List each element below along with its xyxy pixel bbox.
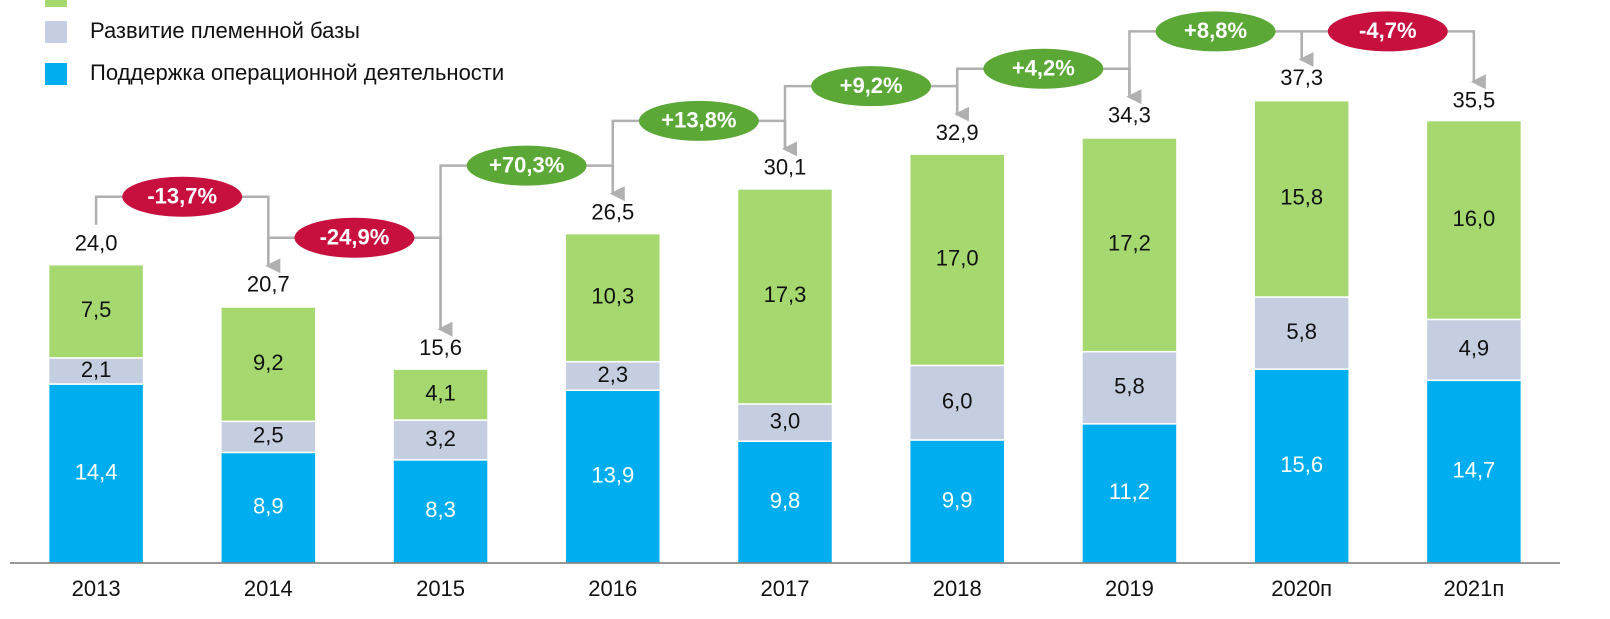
bar-segment [908, 364, 1006, 441]
x-tick-label: 2017 [761, 576, 810, 601]
bar-segment [220, 451, 317, 564]
value-label: 17,0 [936, 246, 979, 271]
change-label: +13,8% [661, 108, 736, 133]
value-label: 14,4 [75, 459, 118, 484]
bar-segment [1253, 296, 1350, 370]
bar-segment [392, 419, 489, 461]
bar-segment [908, 153, 1006, 367]
x-tick-label: 2013 [72, 576, 121, 601]
change-badge [983, 48, 1104, 89]
value-label: 7,5 [81, 297, 112, 322]
value-label: 9,9 [942, 487, 973, 512]
total-label: 26,5 [591, 199, 634, 224]
value-label: 5,8 [1114, 374, 1145, 399]
value-label: 2,1 [81, 357, 112, 382]
x-tick-label: 2018 [933, 576, 982, 601]
bar-segment [47, 383, 145, 564]
change-badge [811, 66, 932, 107]
value-label: 16,0 [1452, 206, 1495, 231]
total-label: 15,6 [419, 335, 462, 360]
bar-segment [1081, 137, 1178, 353]
bar-segment [564, 360, 662, 391]
value-label: 2,5 [253, 423, 284, 448]
x-tick-label: 2015 [416, 576, 465, 601]
x-tick-label: 2021п [1443, 576, 1504, 601]
legend-swatch [45, 63, 67, 85]
bar-segment [1081, 350, 1178, 425]
change-label: -4,7% [1359, 18, 1416, 43]
value-label: 8,3 [425, 497, 456, 522]
value-label: 17,2 [1108, 231, 1151, 256]
value-label: 10,3 [591, 283, 634, 308]
total-label: 37,3 [1280, 65, 1323, 90]
change-label: +9,2% [840, 73, 903, 98]
x-tick-label: 2019 [1105, 576, 1154, 601]
value-label: 15,8 [1280, 185, 1323, 210]
change-badge [122, 176, 243, 217]
bar-segment [1253, 99, 1350, 298]
bar-segment [1425, 318, 1523, 382]
total-label: 20,7 [247, 272, 290, 297]
bar-segment [1081, 423, 1178, 564]
bar-segment [220, 306, 317, 423]
change-badge [1327, 11, 1448, 52]
change-label: +4,2% [1012, 56, 1075, 81]
change-badge [1155, 11, 1276, 52]
bar-segment [1425, 119, 1523, 321]
value-label: 4,1 [425, 380, 456, 405]
total-label: 32,9 [936, 120, 979, 145]
value-label: 17,3 [764, 282, 807, 307]
total-label: 35,5 [1452, 88, 1495, 113]
change-badge [638, 100, 759, 141]
value-label: 9,8 [770, 488, 801, 513]
bar-segment [220, 420, 317, 454]
bar-segment [564, 232, 662, 363]
value-label: 3,2 [425, 426, 456, 451]
value-label: 8,9 [253, 494, 284, 519]
value-label: 4,9 [1459, 336, 1490, 361]
value-label: 14,7 [1452, 457, 1495, 482]
value-label: 2,3 [597, 362, 628, 387]
change-label: +70,3% [489, 152, 564, 177]
total-label: 30,1 [764, 155, 807, 180]
bar-segment [47, 357, 145, 385]
x-tick-label: 2020п [1271, 576, 1332, 601]
change-badge [294, 217, 415, 258]
legend-swatch [45, 0, 67, 7]
bar-segment [1425, 379, 1523, 564]
total-label: 34,3 [1108, 103, 1151, 128]
bar-segment [908, 439, 1006, 564]
legend-label: Поддержка операционной деятельности [90, 60, 504, 85]
value-label: 5,8 [1286, 319, 1317, 344]
value-label: 6,0 [942, 388, 973, 413]
value-label: 3,0 [770, 408, 801, 433]
value-label: 15,6 [1280, 452, 1323, 477]
change-label: -24,9% [320, 225, 390, 250]
bar-segment [564, 389, 662, 564]
change-label: +8,8% [1184, 18, 1247, 43]
value-label: 13,9 [591, 462, 634, 487]
change-label: -13,7% [147, 184, 217, 209]
bar-segment [736, 188, 834, 405]
change-badge [466, 145, 587, 186]
legend-label: Развитие племенной базы [90, 18, 360, 43]
bar-segment [47, 263, 145, 359]
value-label: 11,2 [1109, 479, 1150, 504]
x-tick-label: 2016 [588, 576, 637, 601]
bar-segment [392, 368, 489, 421]
legend-swatch [45, 21, 67, 43]
x-tick-label: 2014 [244, 576, 293, 601]
value-label: 9,2 [253, 350, 284, 375]
total-label: 24,0 [75, 231, 118, 256]
